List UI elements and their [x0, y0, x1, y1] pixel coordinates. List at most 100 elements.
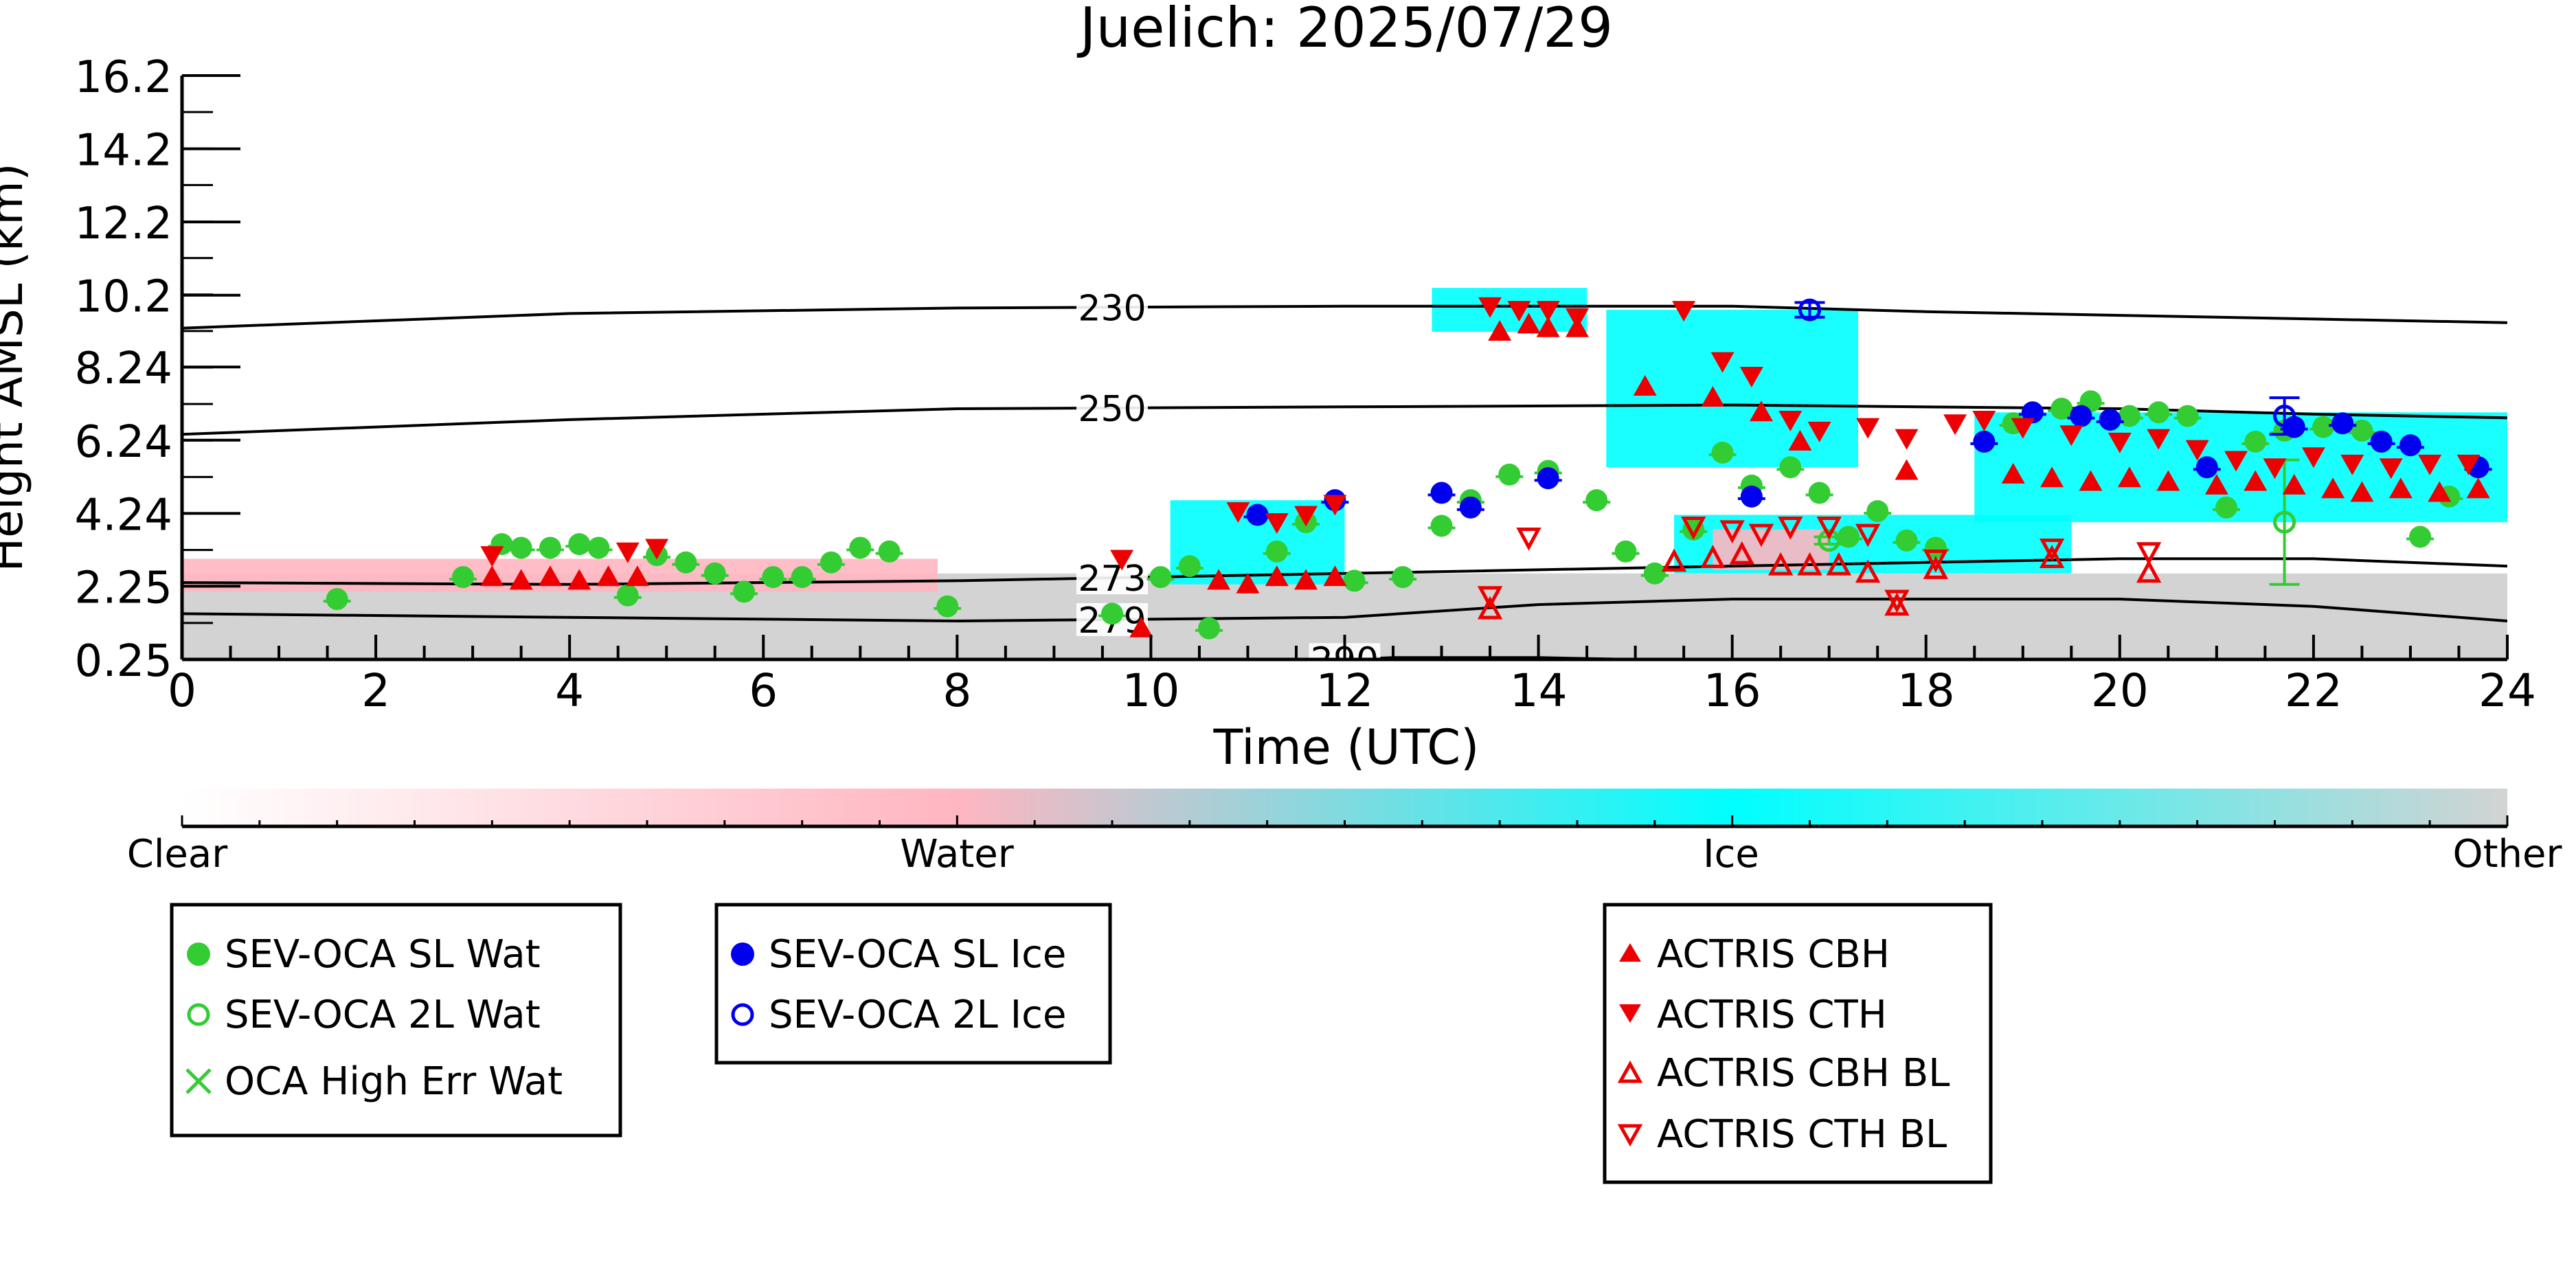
actris-cth-bl-point-2 — [1681, 516, 1706, 540]
actris-cth-point-8 — [1478, 297, 1502, 318]
x-tick-label-10: 10 — [1122, 664, 1179, 717]
sev-oca-sl-ice-point-0 — [1246, 504, 1269, 526]
sev-oca-sl-ice-point-12 — [2331, 412, 2354, 435]
actris-cbh-point-12 — [1488, 320, 1512, 341]
actris-cbh-point-26 — [2204, 473, 2228, 495]
actris-cbh-point-11 — [1323, 565, 1347, 587]
actris-cth-point-27 — [2263, 458, 2287, 479]
legend-label-sl-ice: SEV-OCA SL Ice — [769, 932, 1066, 977]
legend-label-2l-wat: SEV-OCA 2L Wat — [225, 993, 541, 1037]
y-axis-label: Height AMSL (km) — [0, 163, 33, 572]
actris-cbh-point-17 — [1701, 385, 1725, 407]
sev-oca-sl-wat-point-47 — [2176, 405, 2199, 427]
plot-area: 23025027327929002468101214161820222416.2… — [75, 52, 2536, 717]
actris-cbh-point-10 — [1294, 569, 1318, 590]
sev-oca-sl-wat-point-36 — [1779, 456, 1802, 479]
legend-label-actris-cth-bl: ACTRIS CTH BL — [1657, 1112, 1947, 1157]
sev-oca-sl-wat-point-25 — [1392, 566, 1414, 589]
actris-cth-point-24 — [2147, 429, 2171, 450]
sev-oca-sl-wat-point-52 — [2351, 419, 2373, 442]
contour-label-bg-230 — [1076, 291, 1148, 324]
legend-label-actris-cth: ACTRIS CTH — [1657, 993, 1887, 1037]
contour-line-250 — [182, 403, 2507, 436]
sev-oca-sl-ice-point-9 — [2099, 408, 2121, 431]
actris-cth-point-17 — [1856, 418, 1880, 439]
sev-oca-sl-wat-point-31 — [1614, 540, 1637, 563]
actris-cth-point-28 — [2301, 447, 2325, 468]
actris-cth-point-13 — [1710, 352, 1735, 373]
sev-oca-sl-wat-point-49 — [2244, 430, 2267, 453]
contour-label-273: 273 — [1078, 558, 1146, 600]
y-tick-label-0-25: 0.25 — [75, 636, 173, 687]
sev-oca-sl-wat-point-11 — [733, 580, 756, 603]
actris-cth-bl-point-0 — [1477, 586, 1503, 610]
actris-cbh-bl-point-9 — [1923, 556, 1949, 579]
actris-cth-bl-point-6 — [1816, 516, 1842, 540]
sev-oca-sl-ice-point-13 — [2370, 430, 2393, 453]
legend-marker-actris-cbh-bl — [1617, 1060, 1643, 1083]
actris-cbh-point-8 — [1236, 572, 1260, 594]
legend-label-actris-cbh-bl: ACTRIS CBH BL — [1657, 1051, 1950, 1096]
sev-oca-sl-wat-point-17 — [936, 595, 959, 618]
sev-oca-sl-wat-point-45 — [2118, 405, 2140, 427]
actris-cth-bl-point-7 — [1855, 523, 1881, 547]
sev-oca-2l-ice-point-1-yerr — [2269, 396, 2300, 436]
legend-marker-high-err-wat — [185, 1068, 212, 1094]
x-tick-label-24: 24 — [2478, 664, 2536, 717]
actris-cbh-bl-point-6 — [1826, 552, 1851, 576]
chart-title: Juelich: 2025/07/29 — [1076, 0, 1613, 60]
sev-oca-sl-ice-point-8 — [2070, 405, 2092, 427]
sev-oca-sl-wat-point-22 — [1265, 540, 1288, 563]
legend-water: SEV-OCA SL Wat SEV-OCA 2L Wat OCA High E… — [170, 903, 622, 1138]
sev-oca-sl-wat-point-6 — [587, 536, 610, 559]
actris-cbh-point-20 — [1895, 459, 1919, 480]
actris-cbh-point-29 — [2321, 477, 2345, 499]
actris-cth-bl-point-4 — [1748, 523, 1774, 547]
sev-oca-sl-wat-point-39 — [1866, 500, 1889, 523]
actris-cth-point-0 — [480, 546, 504, 567]
colorbar-label-other: Other — [2452, 832, 2562, 877]
colorbar-label-ice: Ice — [1703, 832, 1759, 877]
contour-label-bg-273 — [1076, 561, 1148, 595]
actris-cbh-point-33 — [2466, 477, 2490, 499]
sev-oca-sl-wat-point-1 — [452, 566, 475, 589]
sev-oca-sl-wat-point-46 — [2147, 401, 2170, 424]
sev-oca-sl-ice-point-4 — [1537, 467, 1559, 490]
sev-oca-sl-wat-point-7 — [616, 584, 639, 607]
x-tick-label-12: 12 — [1316, 664, 1374, 717]
actris-cbh-point-22 — [2040, 466, 2064, 488]
x-tick-label-14: 14 — [1510, 664, 1568, 717]
actris-cbh-bl-point-1 — [1661, 548, 1687, 572]
x-tick-label-22: 22 — [2285, 664, 2342, 717]
legend-label-actris-cbh: ACTRIS CBH — [1657, 932, 1890, 977]
actris-cth-point-10 — [1536, 301, 1560, 322]
sev-oca-sl-wat-point-13 — [791, 566, 813, 589]
y-tick-label-4-24: 4.24 — [75, 490, 173, 541]
series-sev-oca-sl-wat — [323, 390, 2463, 640]
actris-cth-point-2 — [645, 539, 669, 560]
actris-cbh-point-27 — [2244, 470, 2268, 491]
legend-label-high-err-wat: OCA High Err Wat — [225, 1059, 563, 1104]
sev-oca-sl-ice-point-14 — [2399, 434, 2421, 457]
plot-data-layer: 230250273279290 — [182, 288, 2507, 659]
actris-cbh-point-30 — [2350, 481, 2374, 502]
actris-cth-point-9 — [1507, 301, 1531, 322]
actris-cth-point-29 — [2340, 454, 2364, 475]
actris-cth-point-16 — [1807, 421, 1831, 442]
colorbar-gradient — [182, 789, 2507, 826]
sev-oca-sl-wat-point-15 — [849, 536, 872, 559]
actris-cbh-point-3 — [567, 569, 591, 590]
actris-cth-point-14 — [1739, 366, 1763, 387]
actris-cbh-bl-point-5 — [1797, 552, 1822, 576]
actris-cbh-point-32 — [2428, 481, 2452, 502]
actris-cbh-point-13 — [1517, 313, 1541, 334]
sev-oca-sl-wat-point-30 — [1585, 489, 1608, 512]
legend-marker-sl-wat — [187, 942, 210, 966]
actris-cth-point-20 — [1972, 410, 1996, 431]
actris-cth-point-1 — [615, 542, 640, 563]
sev-oca-sl-wat-point-51 — [2312, 416, 2335, 438]
actris-cbh-point-14 — [1536, 316, 1560, 337]
sev-oca-sl-ice-point-7 — [2021, 401, 2044, 424]
legend-actris: ACTRIS CBH ACTRIS CTH ACTRIS CBH BL ACTR… — [1603, 903, 1993, 1184]
actris-cbh-bl-point-4 — [1768, 552, 1794, 576]
